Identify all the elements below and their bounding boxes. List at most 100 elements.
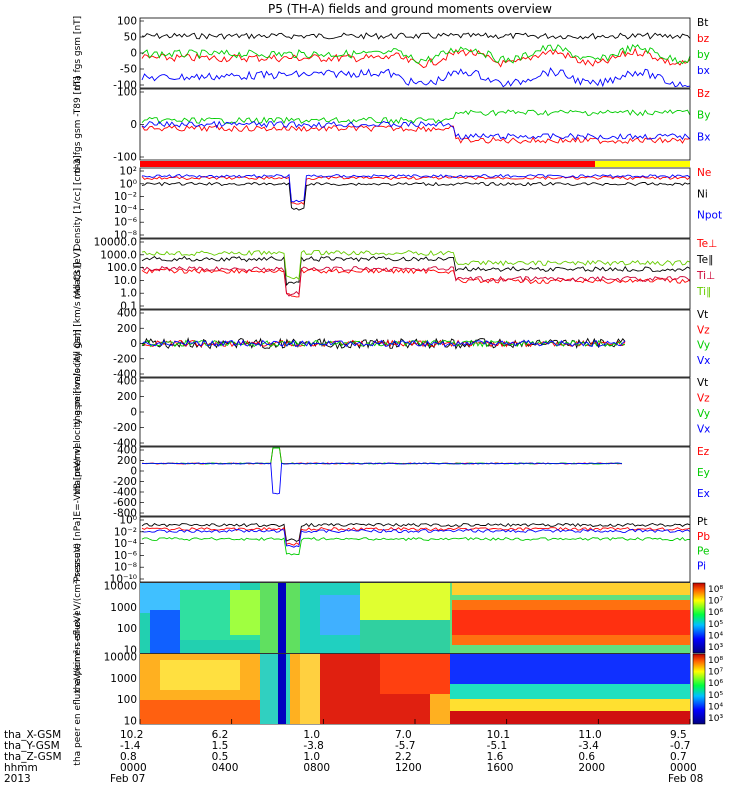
legend-Te⊥: Te⊥ [696,238,717,250]
panel-frame [139,238,691,310]
y-tick-label: 10⁻¹⁰ [110,574,137,586]
y-tick-label: 400 [117,376,137,388]
y-tick-label: 10000 [104,652,137,664]
y-tick-label: 0 [130,119,137,131]
footer-value: 2000 [578,762,605,774]
footer-value: 2.2 [395,751,412,763]
legend-bx: bx [697,65,710,77]
footer-value: 6.2 [212,729,229,741]
y-tick-label: 100 [117,87,137,99]
series-ne-trace [141,175,691,206]
y-tick-label: -400 [113,487,137,499]
legend-Vy: Vy [697,340,710,352]
footer-row-label: 2013 [4,773,31,785]
y-tick-label: 100 [117,623,137,635]
y-tick-label: 10⁻² [114,191,137,203]
footer-value: 0000 [120,762,147,774]
y-tick-label: 10.0 [114,275,137,287]
legend-Vx: Vx [697,424,710,436]
legend-Vx: Vx [697,355,710,367]
y-tick-label: -50 [120,64,137,76]
panel-frame [139,516,691,583]
legend-By: By [697,110,710,122]
series-bt-trace [141,32,691,40]
footer-value: -3.8 [303,740,324,752]
footer-value: 10.1 [487,729,510,741]
y-tick-label: 100 [117,16,137,28]
footer-row-label: tha_Y-GSM [4,740,60,752]
y-tick-label: 10⁻⁴ [114,204,137,216]
series-ti-trace [141,249,691,281]
footer-value: 7.0 [395,729,412,741]
y-tick-label: 0 [130,48,137,60]
y-tick-label: 10⁻⁶ [114,217,137,229]
y-tick-label: 10 [124,645,137,657]
y-tick-label: 10 [124,716,137,728]
y-tick-label: 200 [117,455,137,467]
footer-value: 0.7 [670,751,687,763]
y-tick-label: 100.0 [107,262,137,274]
y-tick-label: 10⁻² [114,526,137,538]
panel-ylabel: tha peir velocity gsm [km/s (All Qs)] [73,262,83,424]
footer-value: 0800 [303,762,330,774]
y-tick-label: 400 [117,308,137,320]
y-tick-label: 0 [130,407,137,419]
panel-frame [139,377,691,447]
series-ti-trace [141,265,691,297]
legend-Ti⊥: Ti⊥ [696,270,715,282]
series-te-trace [141,255,691,287]
y-tick-label: -200 [113,476,137,488]
legend-Ni: Ni [697,188,708,200]
series-ni-trace [141,181,691,211]
series-pb-trace [141,526,691,546]
series-bz-trace [141,124,691,145]
y-tick-label: 0 [130,466,137,478]
legend-Pb: Pb [697,531,710,543]
legend-by: by [697,49,710,61]
colorbar-label-ions: 10⁴ [708,631,723,641]
series-ex-trace [141,462,623,495]
y-tick-label: 10⁰ [119,178,137,190]
y-tick-label: 1000 [110,602,137,614]
y-tick-label: -200 [113,422,137,434]
footer-start-date: Feb 07 [110,773,145,785]
y-tick-label: 10⁻⁸ [114,230,137,242]
series-ey-trace [141,447,623,465]
panel-ylabel: tha peir en eflux eV/(cm²-s-sr-eV) [73,543,83,693]
colorbar-label-electrons: 10⁸ [708,656,723,666]
footer-value: 1.6 [487,751,504,763]
series-by-trace [141,109,691,125]
legend-Pt: Pt [697,516,707,528]
y-tick-label: -400 [113,369,137,381]
footer-value: 0.5 [212,751,229,763]
panel-ylabel: tha fgs gsm [nT] [73,16,83,90]
y-tick-label: 0 [130,338,137,350]
colorbar-label-ions: 10⁸ [708,585,723,595]
y-tick-label: 10000 [104,581,137,593]
series-npot-trace [141,173,691,203]
colorbar-label-ions: 10⁵ [708,620,723,630]
legend-Ex: Ex [697,488,710,500]
y-tick-label: 1000.0 [100,249,137,261]
legend-Te∥: Te∥ [696,254,713,266]
panel-ylabel: Density [1/cc] [cm-3] [73,155,83,250]
legend-Vt: Vt [697,377,708,389]
y-tick-label: -100 [113,152,137,164]
colorbar-label-electrons: 10³ [708,714,723,724]
y-tick-label: 50 [124,32,137,44]
colorbar-label-electrons: 10⁴ [708,702,723,712]
series-vy-trace [141,339,626,348]
series-vx-trace [141,339,626,348]
colorbar-label-ions: 10⁷ [708,597,723,607]
y-tick-label: -600 [113,497,137,509]
legend-Ey: Ey [697,467,710,479]
colorbar-label-electrons: 10⁶ [708,679,723,689]
ion-spectrogram [140,583,690,653]
footer-value: -5.7 [395,740,416,752]
footer-value: 1.0 [303,729,320,741]
legend-bz: bz [697,33,710,45]
